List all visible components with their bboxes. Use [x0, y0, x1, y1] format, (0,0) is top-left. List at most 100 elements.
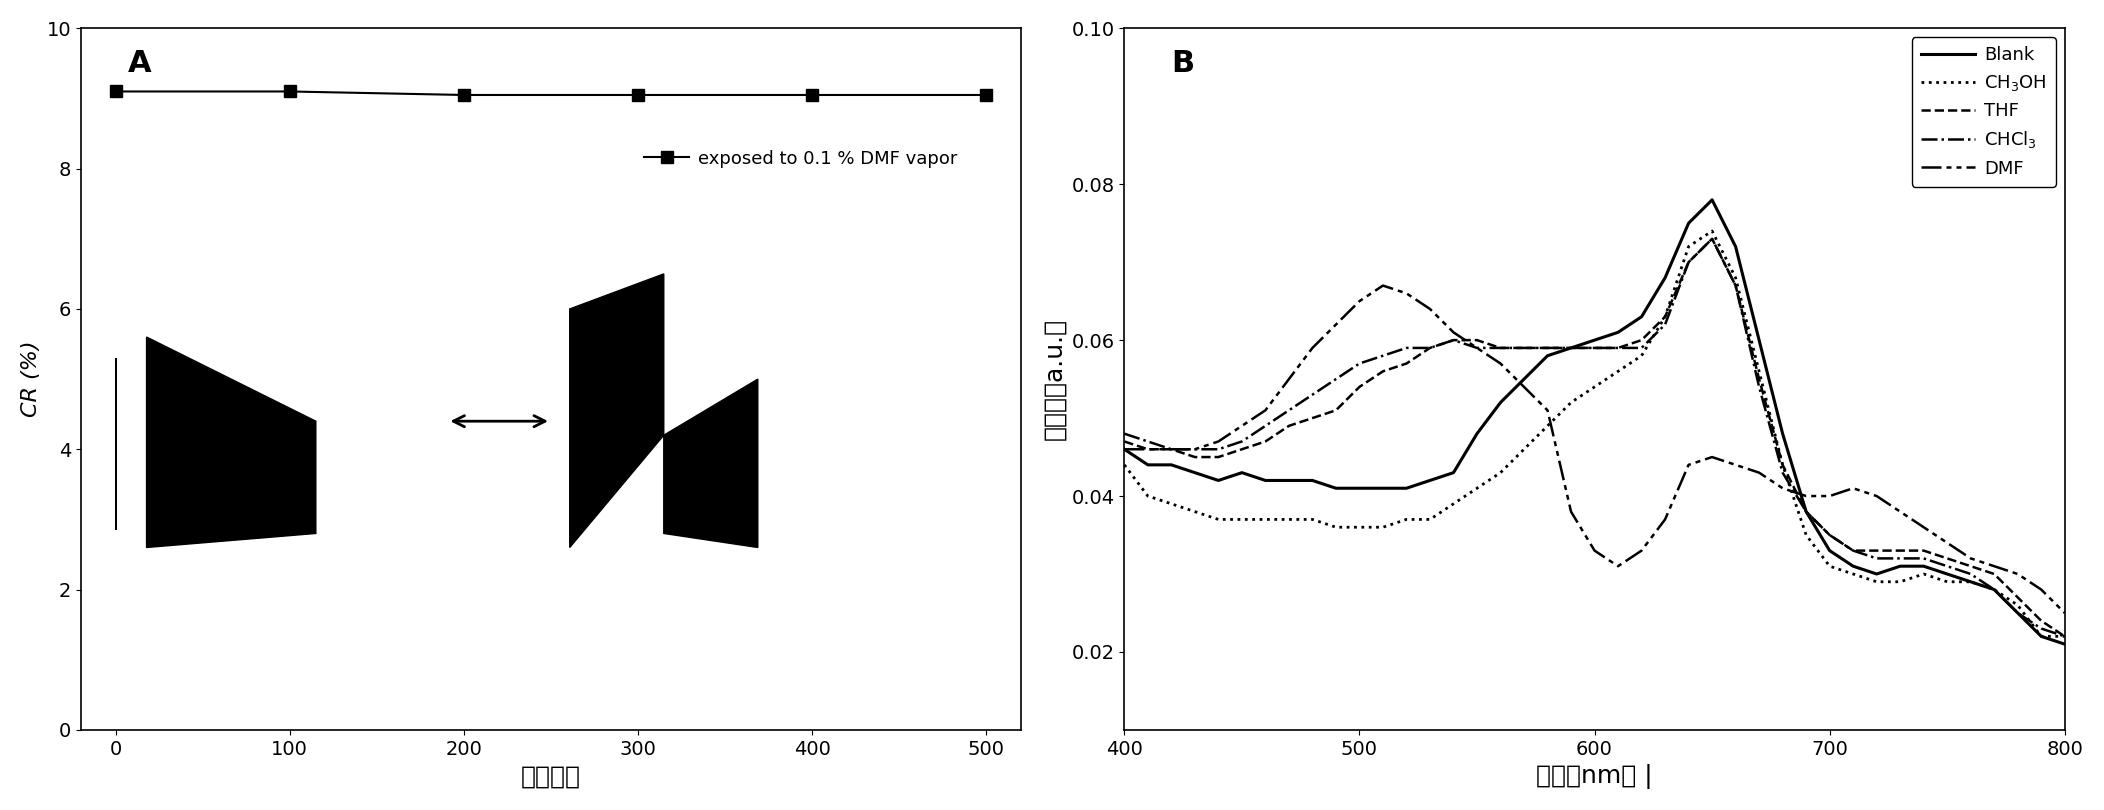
Blank	[1700, 195, 1725, 205]
DMF	[1488, 359, 1513, 369]
THF	[1769, 460, 1795, 470]
$\mathregular{CHCl_3}$	[1864, 553, 1889, 563]
DMF	[1159, 445, 1185, 454]
THF	[2028, 616, 2054, 625]
DMF	[1252, 406, 1277, 416]
$\mathregular{CHCl_3}$	[1677, 258, 1702, 267]
$\mathregular{CH_3OH}$	[1252, 514, 1277, 524]
DMF	[1652, 514, 1677, 524]
$\mathregular{CH_3OH}$	[1323, 522, 1349, 532]
THF	[1159, 445, 1185, 454]
Blank	[1818, 546, 1843, 556]
Blank	[1111, 445, 1136, 454]
$\mathregular{CH_3OH}$	[1488, 468, 1513, 478]
Blank	[1300, 475, 1326, 485]
$\mathregular{CHCl_3}$	[1841, 546, 1866, 556]
Blank	[1723, 241, 1748, 251]
$\mathregular{CHCl_3}$	[1910, 553, 1936, 563]
$\mathregular{CHCl_3}$	[1323, 374, 1349, 384]
Blank	[1277, 475, 1302, 485]
DMF	[1511, 382, 1536, 392]
$\mathregular{CH_3OH}$	[1347, 522, 1372, 532]
$\mathregular{CH_3OH}$	[2028, 632, 2054, 642]
$\mathregular{CHCl_3}$	[1652, 320, 1677, 330]
DMF	[1746, 468, 1772, 478]
DMF	[1793, 491, 1818, 501]
$\mathregular{CH_3OH}$	[1818, 561, 1843, 571]
DMF	[2028, 585, 2054, 595]
Blank	[1887, 561, 1913, 571]
$\mathregular{CHCl_3}$	[1934, 561, 1959, 571]
Polygon shape	[147, 337, 316, 548]
THF	[1982, 569, 2007, 579]
DMF	[1300, 343, 1326, 353]
$\mathregular{CH_3OH}$	[1910, 569, 1936, 579]
DMF	[1818, 491, 1843, 501]
Legend: exposed to 0.1 % DMF vapor: exposed to 0.1 % DMF vapor	[638, 143, 966, 175]
DMF	[2005, 569, 2030, 579]
Line: DMF: DMF	[1124, 286, 2064, 613]
Blank	[1323, 484, 1349, 493]
Y-axis label: 吸光度（a.u.）: 吸光度（a.u.）	[1041, 318, 1067, 440]
$\mathregular{CHCl_3}$	[1982, 585, 2007, 595]
exposed to 0.1 % DMF vapor	[450, 90, 476, 100]
$\mathregular{CHCl_3}$	[2028, 624, 2054, 633]
Blank	[2051, 639, 2077, 649]
$\mathregular{CH_3OH}$	[1559, 398, 1584, 407]
$\mathregular{CH_3OH}$	[2005, 600, 2030, 610]
DMF	[1582, 546, 1607, 556]
THF	[1723, 281, 1748, 291]
Blank	[1347, 484, 1372, 493]
THF	[1700, 234, 1725, 244]
THF	[1887, 546, 1913, 556]
THF	[1910, 546, 1936, 556]
Blank	[1441, 468, 1466, 478]
DMF	[1136, 445, 1161, 454]
THF	[1628, 335, 1654, 345]
X-axis label: 弯曲次数: 弯曲次数	[522, 764, 581, 788]
DMF	[1347, 296, 1372, 306]
$\mathregular{CHCl_3}$	[1887, 553, 1913, 563]
Blank	[1418, 475, 1443, 485]
exposed to 0.1 % DMF vapor	[278, 87, 303, 96]
$\mathregular{CHCl_3}$	[2005, 608, 2030, 618]
$\mathregular{CH_3OH}$	[1277, 514, 1302, 524]
Blank	[1464, 428, 1490, 438]
Blank	[1488, 398, 1513, 407]
THF	[1677, 258, 1702, 267]
Blank	[1910, 561, 1936, 571]
$\mathregular{CH_3OH}$	[1582, 382, 1607, 392]
$\mathregular{CHCl_3}$	[1229, 437, 1254, 446]
Blank	[1511, 374, 1536, 384]
THF	[1793, 507, 1818, 517]
$\mathregular{CHCl_3}$	[1464, 343, 1490, 353]
$\mathregular{CHCl_3}$	[2051, 632, 2077, 642]
$\mathregular{CHCl_3}$	[1206, 445, 1231, 454]
DMF	[1982, 561, 2007, 571]
THF	[1229, 445, 1254, 454]
Legend: Blank, $\mathregular{CH_3OH}$, THF, $\mathregular{CHCl_3}$, DMF: Blank, $\mathregular{CH_3OH}$, THF, $\ma…	[1913, 37, 2056, 186]
DMF	[1441, 327, 1466, 337]
$\mathregular{CH_3OH}$	[1793, 531, 1818, 540]
THF	[1441, 335, 1466, 345]
$\mathregular{CH_3OH}$	[1841, 569, 1866, 579]
Blank	[1982, 585, 2007, 595]
Blank	[1793, 507, 1818, 517]
THF	[1464, 335, 1490, 345]
Polygon shape	[570, 274, 663, 548]
$\mathregular{CH_3OH}$	[1464, 484, 1490, 493]
$\mathregular{CHCl_3}$	[1793, 507, 1818, 517]
DMF	[1111, 445, 1136, 454]
THF	[1746, 374, 1772, 384]
$\mathregular{CH_3OH}$	[1652, 312, 1677, 322]
Blank	[1959, 577, 1984, 586]
$\mathregular{CHCl_3}$	[1818, 531, 1843, 540]
Blank	[1229, 468, 1254, 478]
$\mathregular{CHCl_3}$	[1488, 343, 1513, 353]
$\mathregular{CH_3OH}$	[1769, 460, 1795, 470]
Blank	[1182, 468, 1208, 478]
exposed to 0.1 % DMF vapor	[800, 90, 825, 100]
DMF	[1418, 304, 1443, 313]
THF	[2005, 592, 2030, 602]
$\mathregular{CH_3OH}$	[1700, 226, 1725, 236]
